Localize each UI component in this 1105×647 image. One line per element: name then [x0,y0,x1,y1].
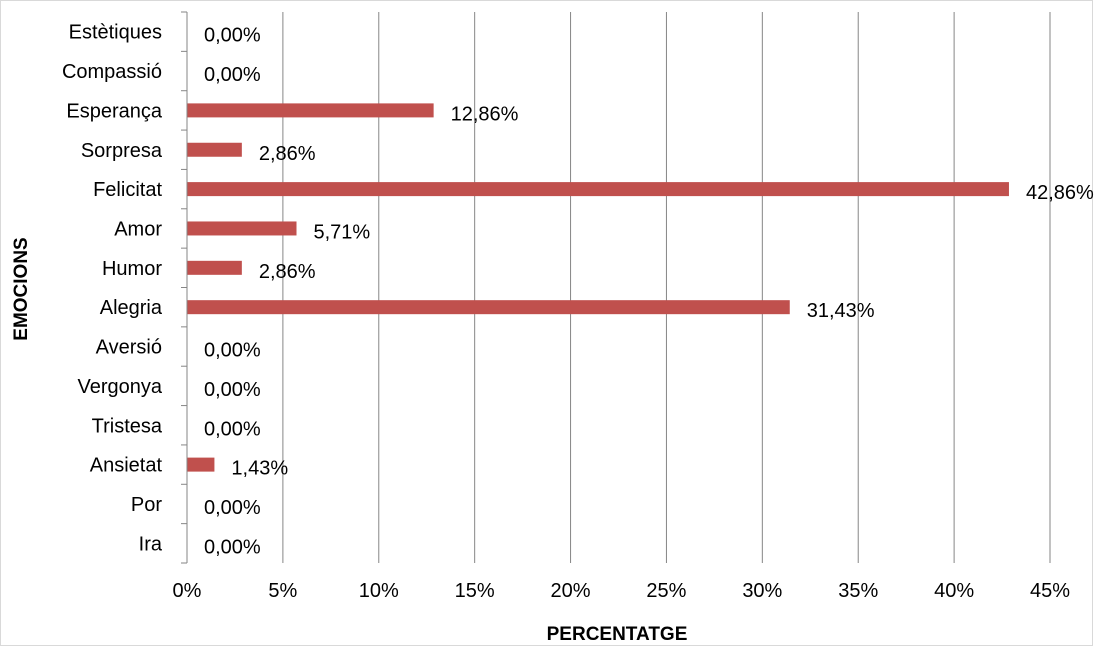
data-label: 0,00% [204,25,261,47]
labels: 0% 5% 10% 15% 20% 25% 30% 35% 40% 45% Estètiques 0,… [62,22,1094,602]
category-label: Ira [139,533,163,555]
x-tick-label: 10% [359,580,399,602]
category-label: Vergonya [77,376,162,398]
category-label: Ansietat [90,455,163,477]
y-axis-title: EMOCIONS [11,237,32,340]
x-tick-label: 30% [742,580,782,602]
bar [187,260,242,275]
data-label: 2,86% [259,143,316,165]
bar [187,300,790,315]
x-tick-label: 0% [173,580,202,602]
category-label: Tristesa [92,415,163,437]
bar [187,103,434,118]
category-label: Esperança [66,100,162,122]
data-label: 31,43% [807,300,875,322]
x-tick-label: 25% [646,580,686,602]
data-label: 0,00% [204,536,261,558]
data-label: 0,00% [204,64,261,86]
category-label: Humor [102,258,162,280]
data-label: 0,00% [204,340,261,362]
data-label: 0,00% [204,418,261,440]
category-label: Estètiques [69,22,162,44]
data-label: 5,71% [314,221,371,243]
bar [187,182,1009,197]
x-tick-label: 35% [838,580,878,602]
x-tick-label: 45% [1030,580,1070,602]
category-label: Sorpresa [81,140,163,162]
category-label: Felicitat [93,179,162,201]
x-tick-label: 20% [551,580,591,602]
category-label: Alegria [100,297,163,319]
data-label: 1,43% [231,458,288,480]
category-label: Compassió [62,61,162,83]
data-label: 0,00% [204,379,261,401]
bar [187,457,215,472]
x-tick-label: 40% [934,580,974,602]
x-axis-title: PERCENTATGE [547,624,688,645]
data-label: 42,86% [1026,182,1094,204]
axes [181,11,188,564]
data-label: 0,00% [204,497,261,519]
bars [187,103,1009,472]
category-label: Por [131,494,162,516]
data-label: 2,86% [259,261,316,283]
category-label: Amor [114,218,162,240]
bar [187,221,297,236]
data-label: 12,86% [451,103,519,125]
bar [187,142,242,157]
category-label: Aversió [96,337,162,359]
x-tick-label: 15% [455,580,495,602]
x-tick-label: 5% [268,580,297,602]
